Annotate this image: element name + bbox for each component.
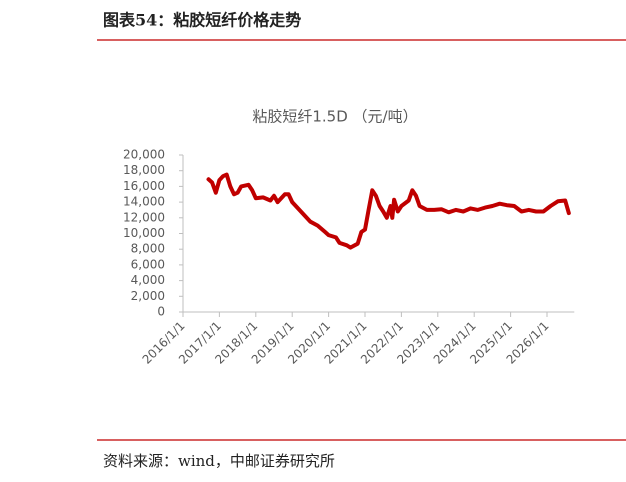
- line-series: [206, 172, 571, 250]
- y-tick-label: 14,000: [123, 195, 165, 209]
- y-tick-label: 18,000: [123, 163, 165, 177]
- y-tick-label: 10,000: [123, 226, 165, 240]
- chart-title: 粘胶短纤1.5D （元/吨）: [252, 108, 417, 126]
- y-tick-label: 4,000: [131, 273, 165, 287]
- y-tick-label: 16,000: [123, 179, 165, 193]
- y-tick-label: 0: [157, 305, 165, 319]
- source: 资料来源：wind，中邮证券研究所: [103, 452, 335, 470]
- y-tick-label: 2,000: [131, 289, 165, 303]
- y-tick-label: 8,000: [131, 242, 165, 256]
- header-title: 图表54：粘胶短纤价格走势: [103, 11, 301, 30]
- y-tick-label: 6,000: [131, 257, 165, 271]
- y-tick-label: 20,000: [123, 148, 165, 162]
- y-tick-label: 12,000: [123, 210, 165, 224]
